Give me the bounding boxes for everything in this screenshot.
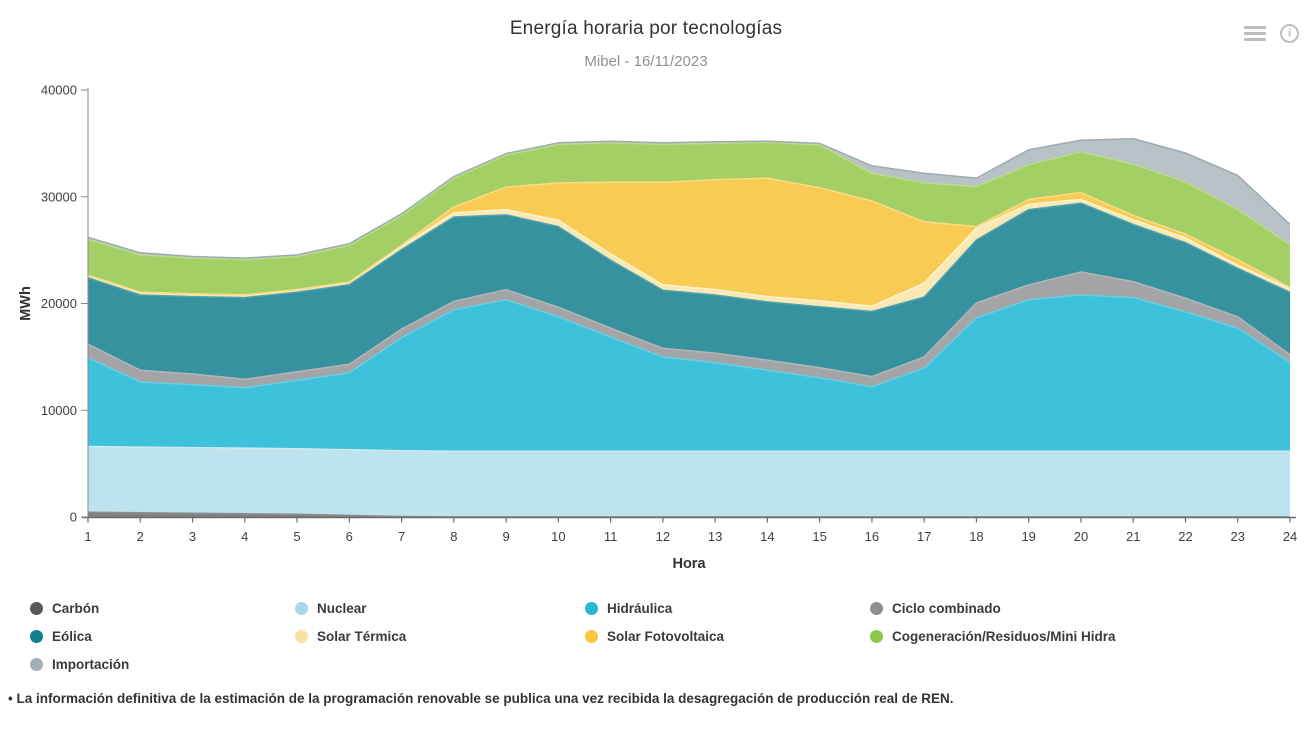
x-tick-label: 4 bbox=[241, 529, 248, 544]
x-tick-label: 22 bbox=[1178, 529, 1192, 544]
legend-dot-hidraulica bbox=[585, 601, 598, 615]
x-tick-label: 3 bbox=[189, 529, 196, 544]
x-tick-label: 24 bbox=[1283, 529, 1297, 544]
area-solar-termica bbox=[88, 199, 1290, 312]
y-tick-label: 30000 bbox=[41, 189, 77, 204]
area-nuclear bbox=[88, 446, 1290, 517]
x-tick-label: 23 bbox=[1231, 529, 1245, 544]
legend-item-solar-termica[interactable]: Solar Térmica bbox=[295, 629, 585, 644]
x-tick-label: 6 bbox=[346, 529, 353, 544]
area-solar-fotovoltaica bbox=[88, 178, 1290, 307]
legend-item-hidraulica[interactable]: Hidráulica bbox=[585, 601, 870, 616]
edge-ciclo-combinado bbox=[87, 271, 1291, 381]
legend-label: Importación bbox=[52, 656, 130, 672]
x-tick-label: 13 bbox=[708, 529, 722, 544]
area-ciclo-combinado bbox=[88, 272, 1290, 388]
legend-label: Cogeneración/Residuos/Mini Hidra bbox=[892, 628, 1116, 644]
area-carbon bbox=[88, 512, 1290, 517]
legend-label: Nuclear bbox=[317, 600, 367, 616]
x-tick-label: 8 bbox=[450, 529, 457, 544]
x-tick-label: 16 bbox=[865, 529, 879, 544]
chart-subtitle: Mibel - 16/11/2023 bbox=[584, 53, 708, 70]
footnote: • La información definitiva de la estima… bbox=[8, 691, 954, 706]
legend-item-cogeneracion-residuos-mini-hidra[interactable]: Cogeneración/Residuos/Mini Hidra bbox=[870, 629, 1305, 644]
legend-label: Carbón bbox=[52, 600, 100, 616]
x-tick-label: 2 bbox=[137, 529, 144, 544]
legend-dot-carbon bbox=[30, 601, 43, 615]
legend-item-importacion[interactable]: Importación bbox=[30, 657, 295, 672]
x-tick-label: 15 bbox=[812, 529, 826, 544]
y-tick-label: 0 bbox=[70, 510, 77, 525]
info-icon[interactable]: i bbox=[1280, 24, 1299, 43]
area-cogeneracion-residuos-mini-hidra bbox=[88, 142, 1290, 295]
x-tick-label: 21 bbox=[1126, 529, 1140, 544]
chart-title: Energía horaria por tecnologías bbox=[509, 18, 783, 39]
legend-label: Solar Fotovoltaica bbox=[607, 628, 725, 644]
legend-item-ciclo-combinado[interactable]: Ciclo combinado bbox=[870, 601, 1305, 616]
legend-label: Solar Térmica bbox=[317, 628, 407, 644]
legend-label: Hidráulica bbox=[607, 600, 673, 616]
legend-dot-nuclear bbox=[295, 601, 308, 615]
legend-dot-solar-termica bbox=[295, 629, 308, 643]
edge-hidraulica bbox=[87, 294, 1291, 389]
legend-label: Eólica bbox=[52, 628, 92, 644]
edge-solar-fotovoltaica bbox=[87, 177, 1291, 296]
legend-item-eolica[interactable]: Eólica bbox=[30, 629, 295, 644]
x-tick-label: 12 bbox=[656, 529, 670, 544]
x-tick-label: 7 bbox=[398, 529, 405, 544]
x-tick-label: 19 bbox=[1021, 529, 1035, 544]
x-tick-label: 14 bbox=[760, 529, 774, 544]
area-importacion bbox=[88, 138, 1290, 260]
chart-toolbar: i bbox=[1244, 24, 1299, 43]
legend-item-solar-fotovoltaica[interactable]: Solar Fotovoltaica bbox=[585, 629, 870, 644]
y-tick-label: 40000 bbox=[41, 83, 77, 98]
edge-nuclear bbox=[87, 445, 1290, 453]
edge-eolica bbox=[87, 202, 1291, 313]
legend-item-carbon[interactable]: Carbón bbox=[30, 601, 295, 616]
legend-label: Ciclo combinado bbox=[892, 600, 1001, 616]
x-tick-label: 10 bbox=[551, 529, 565, 544]
edge-importacion bbox=[87, 137, 1291, 259]
edge-cogeneracion-residuos-mini-hidra bbox=[87, 141, 1291, 261]
legend-dot-ciclo-combinado bbox=[870, 601, 883, 615]
legend-dot-importacion bbox=[30, 657, 43, 671]
x-tick-label: 9 bbox=[502, 529, 509, 544]
y-tick-label: 10000 bbox=[41, 403, 77, 418]
area-eolica bbox=[88, 203, 1290, 380]
hamburger-icon[interactable] bbox=[1244, 26, 1266, 41]
x-tick-label: 5 bbox=[293, 529, 300, 544]
legend-item-nuclear[interactable]: Nuclear bbox=[295, 601, 585, 616]
x-tick-label: 11 bbox=[604, 529, 618, 544]
chart-legend: Carbón Nuclear Hidráulica Ciclo combinado Eó… bbox=[30, 594, 1305, 678]
x-tick-label: 1 bbox=[84, 529, 91, 544]
legend-dot-solar-fotovoltaica bbox=[585, 629, 598, 643]
y-tick-label: 20000 bbox=[41, 296, 77, 311]
y-axis-title: MWh bbox=[18, 286, 34, 321]
x-tick-label: 17 bbox=[917, 529, 931, 544]
x-tick-label: 18 bbox=[969, 529, 983, 544]
x-axis-title: Hora bbox=[672, 556, 706, 572]
x-tick-label: 20 bbox=[1074, 529, 1088, 544]
legend-dot-eolica bbox=[30, 629, 43, 643]
area-hidraulica bbox=[88, 295, 1290, 452]
legend-dot-cogeneracion-residuos-mini-hidra bbox=[870, 629, 883, 643]
